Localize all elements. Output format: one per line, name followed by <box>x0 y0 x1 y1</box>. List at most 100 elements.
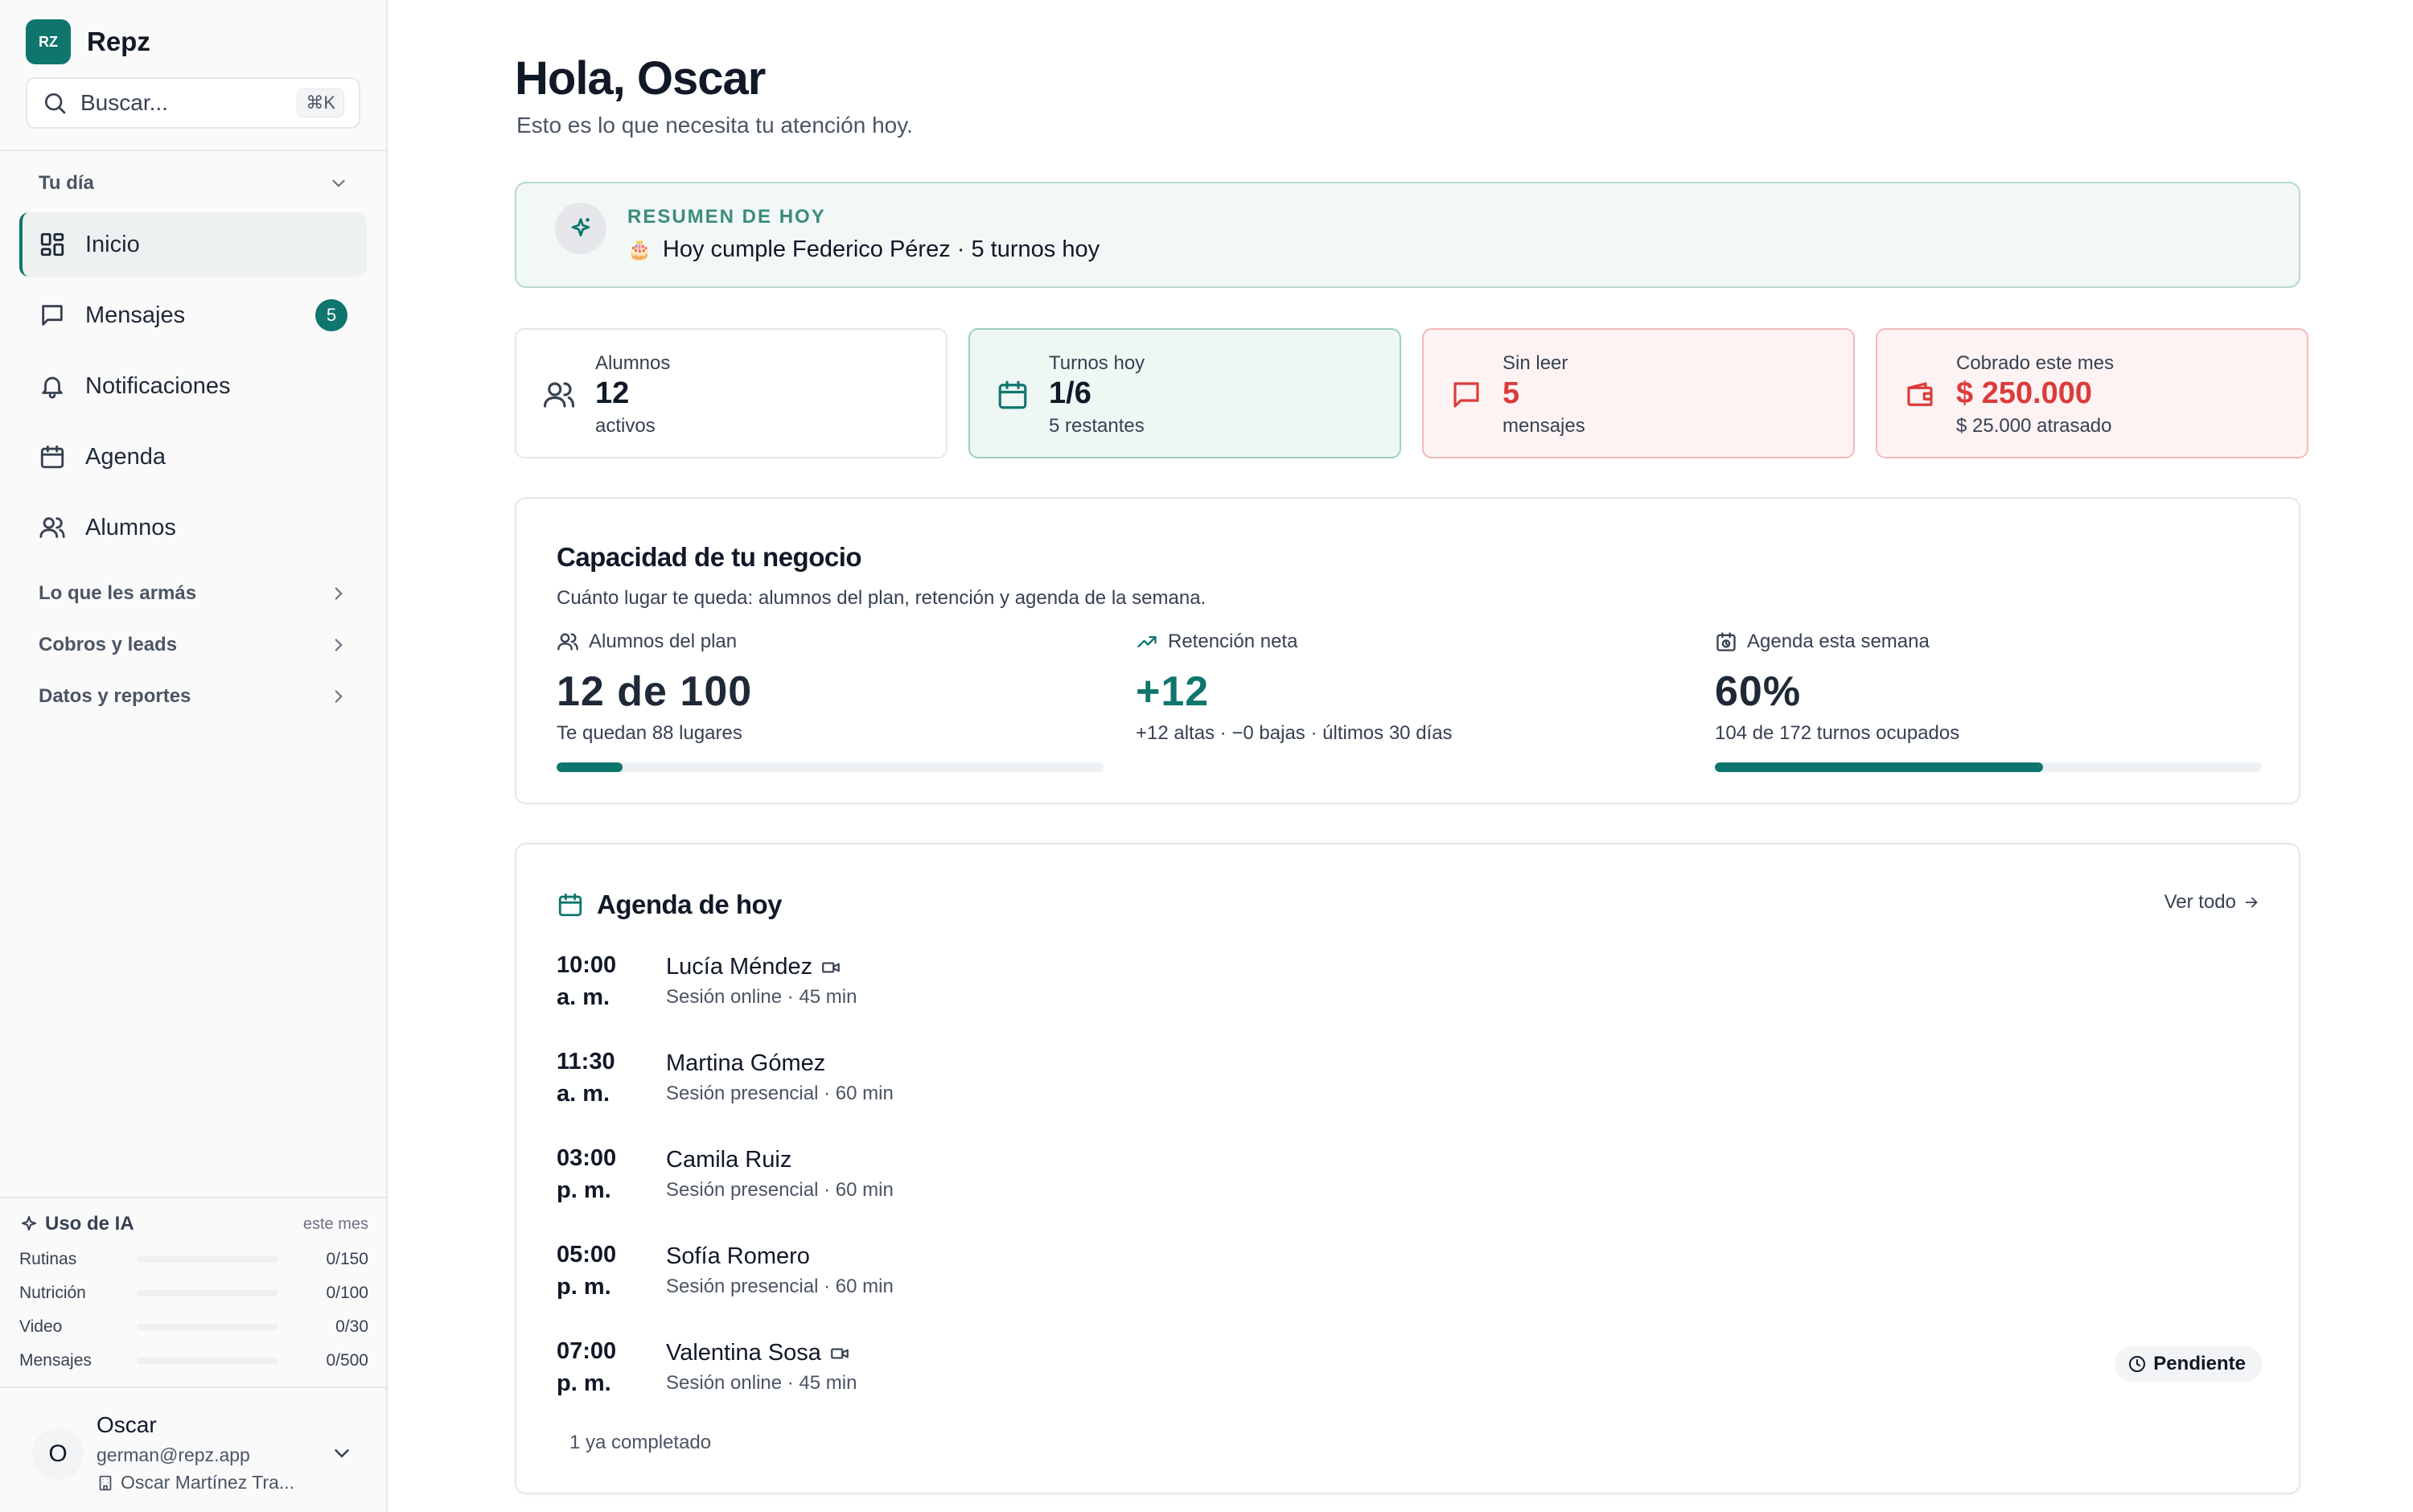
stat-card-turnos[interactable]: Turnos hoy 1/6 5 restantes <box>968 328 1401 458</box>
appointment-time: 07:00 p. m. <box>557 1335 653 1399</box>
appointment-hour: 11:30 <box>557 1049 615 1074</box>
calendar-clock-icon <box>1716 632 1736 651</box>
summary-text-line: 🎂 Hoy cumple Federico Pérez · 5 turnos h… <box>627 236 1100 263</box>
stat-card-cobrado[interactable]: Cobrado este mes $ 250.000 $ 25.000 atra… <box>1876 328 2308 458</box>
sidebar-item-agenda[interactable]: Agenda <box>19 425 367 489</box>
sidebar-item-label: Mensajes <box>85 302 186 328</box>
video-icon <box>822 962 841 972</box>
group-cobros-y-leads[interactable]: Cobros y leads <box>39 634 349 656</box>
summary-banner: RESUMEN DE HOY 🎂 Hoy cumple Federico Pér… <box>515 182 2300 288</box>
progress-bar <box>1715 762 2262 772</box>
sidebar-item-notificaciones[interactable]: Notificaciones <box>19 354 367 418</box>
appointment-time: 11:30 a. m. <box>557 1046 653 1110</box>
stat-label: Sin leer <box>1502 352 1568 374</box>
ai-usage-bar <box>137 1324 278 1330</box>
ai-usage-value: 0/30 <box>335 1317 368 1336</box>
appointment-hour: 07:00 <box>557 1338 617 1364</box>
metric-sub: Te quedan 88 lugares <box>557 722 742 744</box>
metric-label: Agenda esta semana <box>1747 631 1930 652</box>
users-icon <box>543 382 575 408</box>
appointment-row[interactable]: 05:00 p. m. Sofía Romero Sesión presencia… <box>557 1239 2262 1319</box>
chevron-right-icon <box>335 639 343 651</box>
appointment-ampm: p. m. <box>557 1370 611 1396</box>
completed-note[interactable]: 1 ya completado <box>569 1432 712 1453</box>
see-all-link[interactable]: Ver todo <box>2164 891 2260 914</box>
shortcut-badge: ⌘K <box>297 88 344 117</box>
summary-icon-wrap <box>555 203 606 254</box>
appointment-hour: 10:00 <box>557 952 617 978</box>
appointment-name-row: Camila Ruiz <box>666 1147 791 1173</box>
appointment-row[interactable]: 11:30 a. m. Martina Gómez Sesión presenci… <box>557 1046 2262 1126</box>
sidebar-item-alumnos[interactable]: Alumnos <box>19 495 367 560</box>
user-org-text: Oscar Martínez Tra... <box>121 1472 294 1493</box>
search-icon <box>45 93 66 114</box>
agenda-header: Agenda de hoy <box>557 890 783 920</box>
ai-usage-row: Rutinas 0/150 <box>19 1250 368 1269</box>
ai-usage-name: Mensajes <box>19 1351 92 1370</box>
agenda-card: Agenda de hoy Ver todo 10:00 a. m. Lucía … <box>515 843 2300 1494</box>
message-icon <box>1453 382 1479 408</box>
appointment-name: Camila Ruiz <box>666 1147 792 1173</box>
avatar: O <box>32 1428 84 1480</box>
appointment-name-row: Martina Gómez <box>666 1050 825 1077</box>
metric-label-row: Agenda esta semana <box>1715 631 2262 653</box>
stat-card-alumnos[interactable]: Alumnos 12 activos <box>515 328 948 458</box>
brand-name: Repz <box>87 27 150 56</box>
metric-value: +12 <box>1136 668 1210 715</box>
stat-sub: mensajes <box>1502 415 1585 437</box>
dashboard-icon <box>40 232 64 257</box>
group-datos-y-reportes[interactable]: Datos y reportes <box>39 685 349 708</box>
calendar-icon <box>998 380 1027 409</box>
ai-usage-row: Nutrición 0/100 <box>19 1284 368 1303</box>
sidebar-item-mensajes[interactable]: Mensajes 5 <box>19 283 367 347</box>
brand[interactable]: RZ Repz <box>26 19 150 64</box>
group-tu-dia[interactable]: Tu día <box>39 172 349 195</box>
appointment-name-row: Lucía Méndez <box>666 954 841 980</box>
search-placeholder: Buscar... <box>80 90 168 115</box>
progress-fill <box>1715 762 2043 772</box>
user-menu[interactable]: O Oscar german@repz.app Oscar Martínez T… <box>0 1387 388 1512</box>
ai-usage-name: Video <box>19 1317 63 1336</box>
appointment-row[interactable]: 03:00 p. m. Camila Ruiz Sesión presencial… <box>557 1142 2262 1222</box>
appointment-hour: 03:00 <box>557 1145 617 1171</box>
metric-label: Alumnos del plan <box>589 631 738 652</box>
appointment-name: Martina Gómez <box>666 1050 826 1076</box>
ai-usage-row: Mensajes 0/500 <box>19 1351 368 1370</box>
group-label: Tu día <box>39 172 94 194</box>
group-lo-que-les-armas[interactable]: Lo que les armás <box>39 582 349 605</box>
chevron-down-icon[interactable] <box>330 1441 354 1465</box>
unread-badge: 5 <box>315 299 347 331</box>
appointment-hour: 05:00 <box>557 1242 617 1268</box>
metric-sub: 104 de 172 turnos ocupados <box>1715 722 1960 744</box>
ai-usage-title-text: Uso de IA <box>45 1213 134 1235</box>
sidebar-item-label: Inicio <box>85 231 140 257</box>
ai-usage-value: 0/150 <box>326 1250 368 1268</box>
bell-icon <box>42 376 63 399</box>
appointment-type: Sesión online · 45 min <box>666 986 857 1008</box>
metric-retencion: Retención neta +12 +12 altas · −0 bajas … <box>1136 631 1683 745</box>
group-label: Cobros y leads <box>39 634 178 655</box>
appointment-row[interactable]: 07:00 p. m. Valentina Sosa Sesión online … <box>557 1335 2262 1415</box>
appointment-name: Lucía Méndez <box>666 954 813 980</box>
status-badge: Pendiente <box>2115 1346 2262 1382</box>
ai-usage-bar <box>137 1256 278 1263</box>
stat-card-sin-leer[interactable]: Sin leer 5 mensajes <box>1422 328 1855 458</box>
metric-label-row: Retención neta <box>1136 631 1683 653</box>
appointment-row[interactable]: 10:00 a. m. Lucía Méndez Sesión online · … <box>557 949 2262 1029</box>
capacity-title: Capacidad de tu negocio <box>557 542 862 572</box>
users-icon <box>39 517 65 538</box>
brand-logo: RZ <box>26 19 71 64</box>
clock-icon <box>2129 1356 2146 1372</box>
building-icon <box>99 1475 112 1490</box>
sidebar-item-inicio[interactable]: Inicio <box>19 212 367 277</box>
page-subtitle: Esto es lo que necesita tu atención hoy. <box>516 113 913 138</box>
search-input[interactable]: Buscar... ⌘K <box>26 77 360 129</box>
wallet-icon <box>1907 382 1933 406</box>
ai-usage-period: este mes <box>302 1214 368 1233</box>
metric-value: 12 de 100 <box>557 668 753 715</box>
ai-usage-title: Uso de IA <box>19 1213 134 1235</box>
chevron-down-icon <box>332 179 345 187</box>
progress-bar <box>557 762 1104 772</box>
page-title: Hola, Oscar <box>515 52 766 105</box>
metric-alumnos-plan: Alumnos del plan 12 de 100 Te quedan 88 … <box>557 631 1104 772</box>
